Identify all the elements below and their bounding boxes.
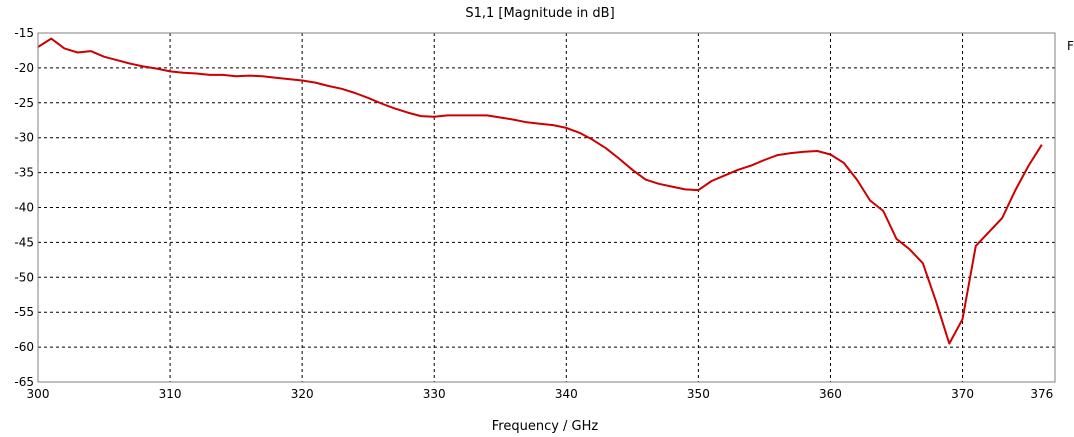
legend-marker: F	[1067, 39, 1074, 53]
y-tick-label: -65	[14, 375, 34, 389]
x-tick-label: 350	[687, 387, 710, 401]
grid-lines	[38, 33, 1055, 382]
x-tick-label: 330	[423, 387, 446, 401]
plot-frame	[37, 32, 1056, 383]
x-axis-label: Frequency / GHz	[492, 419, 599, 434]
y-tick-label: -60	[14, 340, 34, 354]
y-tick-label: -35	[14, 166, 34, 180]
x-tick-label: 320	[291, 387, 314, 401]
y-tick-label: -45	[14, 235, 34, 249]
x-tick-label: 310	[159, 387, 182, 401]
y-tick-label: -50	[14, 270, 34, 284]
x-tick-label: 376	[1030, 387, 1053, 401]
y-tick-label: -15	[14, 26, 34, 40]
series-line	[37, 37, 1043, 345]
x-axis: 300 310 320 330 340 350 360 370 376	[27, 387, 1054, 401]
x-tick-label: 370	[951, 387, 974, 401]
series-layer	[37, 37, 1043, 345]
x-tick-label: 300	[27, 387, 50, 401]
chart-title: S1,1 [Magnitude in dB]	[465, 6, 614, 21]
x-tick-label: 360	[819, 387, 842, 401]
y-tick-label: -20	[14, 61, 34, 75]
y-tick-label: -30	[14, 131, 34, 145]
x-tick-label: 340	[555, 387, 578, 401]
y-tick-label: -55	[14, 305, 34, 319]
y-tick-label: -25	[14, 96, 34, 110]
y-tick-label: -40	[14, 201, 34, 215]
y-axis: -15 -20 -25 -30 -35 -40 -45 -50 -55 -60 -65	[14, 26, 34, 389]
